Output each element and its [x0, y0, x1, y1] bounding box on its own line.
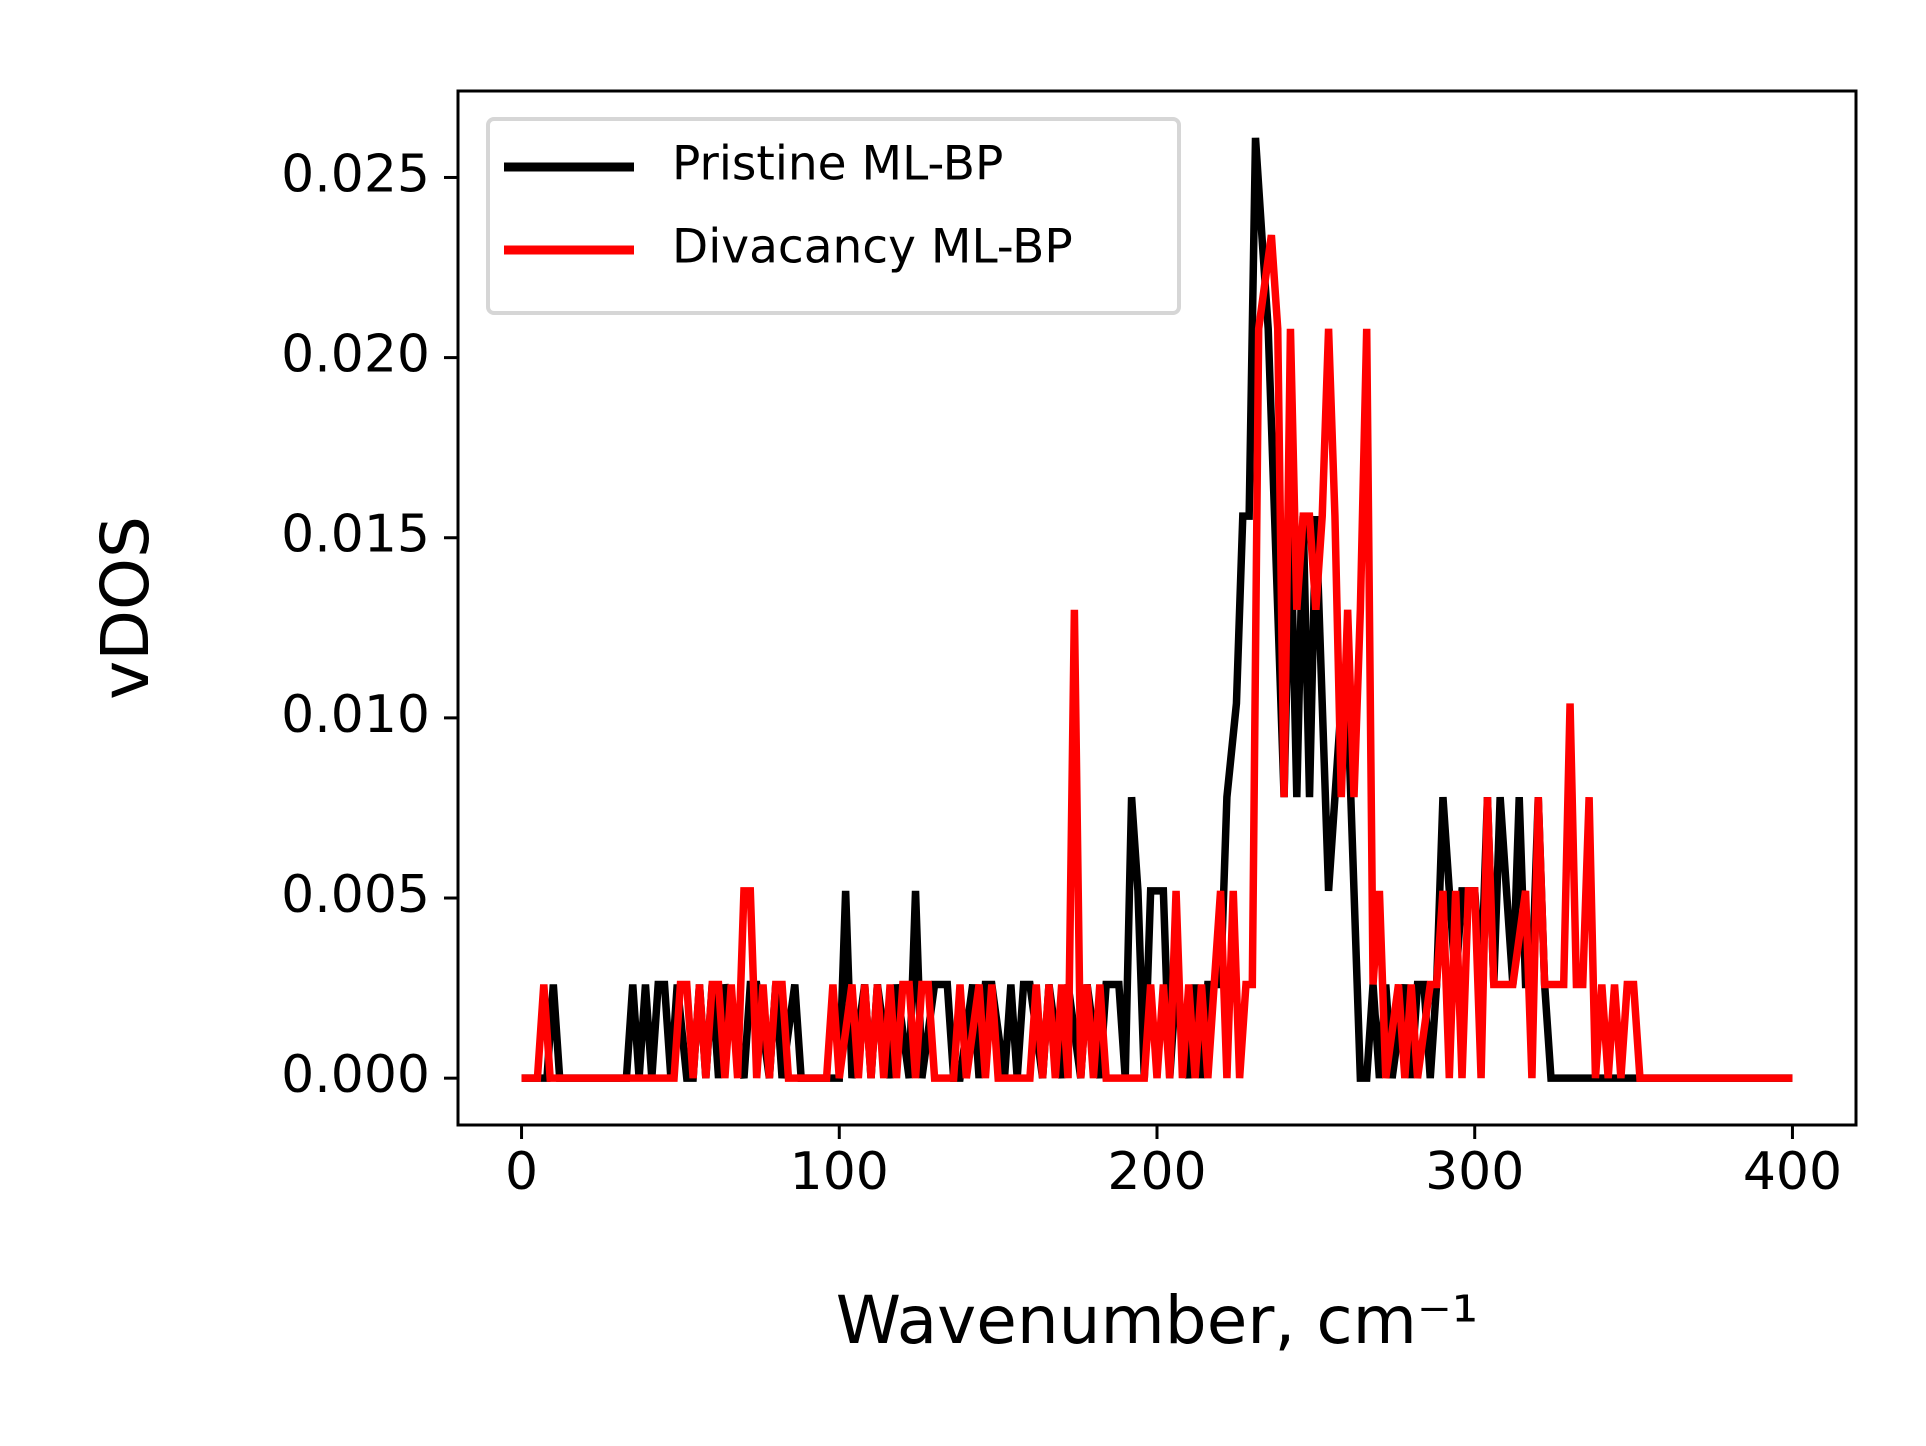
y-tick-label: 0.020: [281, 325, 430, 385]
y-tick-label: 0.005: [281, 865, 430, 925]
y-tick-label: 0.015: [281, 505, 430, 565]
legend-box: [486, 117, 1181, 315]
x-tick-label: 100: [790, 1142, 889, 1202]
legend-label: Pristine ML-BP: [672, 137, 1003, 192]
data-line: [521, 234, 1793, 1082]
y-tick-label: 0.025: [281, 144, 430, 204]
x-tick-label: 300: [1425, 1142, 1524, 1202]
x-axis-label: Wavenumber, cm⁻¹: [836, 1282, 1479, 1359]
y-tick-label: 0.000: [281, 1045, 430, 1105]
y-axis-label: vDOS: [87, 516, 164, 700]
legend-label: Divacancy ML-BP: [672, 220, 1073, 275]
x-tick-label: 200: [1107, 1142, 1206, 1202]
x-tick-label: 400: [1743, 1142, 1842, 1202]
y-tick-label: 0.010: [281, 685, 430, 745]
x-tick-label: 0: [505, 1142, 538, 1202]
plot-frame: [456, 89, 1858, 1127]
